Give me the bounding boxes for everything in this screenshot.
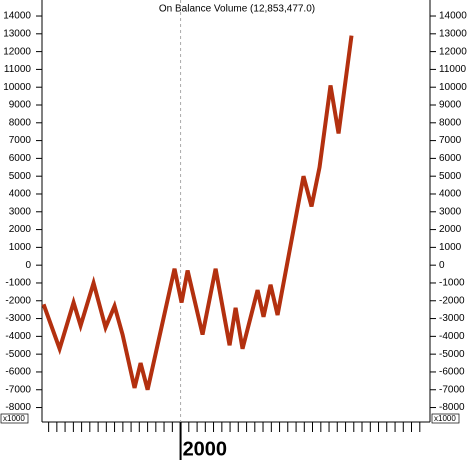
y-tick-label: 10000 — [3, 82, 31, 93]
y-tick-label: 1000 — [9, 242, 32, 253]
unit-box — [0, 413, 29, 424]
x-tick-label: 2000 — [183, 438, 228, 460]
chart-title: On Balance Volume (12,853,477.0) — [159, 4, 315, 15]
y-tick-label: 9000 — [9, 100, 32, 111]
y-tick-label: 0 — [439, 260, 445, 271]
y-tick-label: -4000 — [439, 331, 465, 342]
y-tick-label: 10000 — [439, 82, 467, 93]
y-tick-label: -1000 — [439, 278, 465, 289]
y-tick-label: 6000 — [439, 153, 462, 164]
y-unit-label: x1000 — [3, 414, 25, 423]
y-tick-label: 7000 — [439, 135, 462, 146]
y-tick-label: 4000 — [9, 189, 32, 200]
y-tick-label: 7000 — [9, 135, 32, 146]
y-tick-label: -7000 — [439, 384, 465, 395]
y-tick-label: 8000 — [439, 117, 462, 128]
y-unit-label: x1000 — [434, 414, 456, 423]
y-tick-label: 11000 — [4, 64, 32, 75]
y-tick-label: 8000 — [9, 117, 32, 128]
y-tick-label: 14000 — [3, 11, 31, 22]
y-tick-label: 2000 — [439, 224, 462, 235]
y-tick-label: -8000 — [5, 402, 31, 413]
unit-box — [431, 413, 460, 424]
y-tick-label: -1000 — [5, 278, 31, 289]
y-tick-label: 5000 — [9, 171, 32, 182]
y-tick-label: 9000 — [439, 100, 462, 111]
y-tick-label: -2000 — [5, 295, 31, 306]
y-tick-label: 5000 — [439, 171, 462, 182]
y-tick-label: -7000 — [5, 384, 31, 395]
y-tick-label: 13000 — [3, 28, 31, 39]
y-tick-label: 2000 — [9, 224, 32, 235]
y-tick-label: -5000 — [439, 349, 465, 360]
y-tick-label: -3000 — [439, 313, 465, 324]
y-tick-label: 6000 — [9, 153, 32, 164]
y-tick-label: -2000 — [439, 295, 465, 306]
y-tick-label: -8000 — [439, 402, 465, 413]
y-tick-label: -6000 — [5, 367, 31, 378]
y-tick-label: 12000 — [439, 46, 467, 57]
y-tick-label: 3000 — [9, 206, 32, 217]
y-tick-label: 14000 — [439, 11, 467, 22]
y-tick-label: 0 — [25, 260, 31, 271]
y-tick-label: -6000 — [439, 367, 465, 378]
y-tick-label: -4000 — [5, 331, 31, 342]
y-tick-label: 12000 — [3, 46, 31, 57]
obv-line — [41, 35, 354, 391]
y-tick-label: -5000 — [5, 349, 31, 360]
y-tick-label: 4000 — [439, 189, 462, 200]
y-tick-label: 11000 — [439, 64, 467, 75]
y-tick-label: -3000 — [5, 313, 31, 324]
y-tick-label: 3000 — [439, 206, 462, 217]
y-tick-label: 1000 — [439, 242, 462, 253]
y-tick-label: 13000 — [439, 28, 467, 39]
